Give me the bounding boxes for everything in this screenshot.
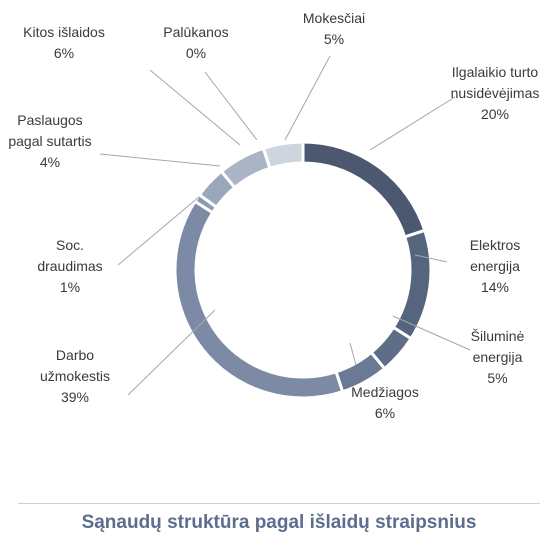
value-label: 39%	[60, 389, 90, 405]
title-rule	[18, 503, 540, 504]
value-label: 6%	[374, 405, 396, 421]
donut-slice	[391, 228, 433, 341]
value-label: 4%	[39, 154, 61, 170]
leader-line	[349, 342, 357, 366]
category-label: Ilgalaikio turto nusidėvėjimas	[450, 64, 540, 101]
leader-line	[369, 96, 456, 151]
category-label: Darbo užmokestis	[39, 347, 111, 384]
donut-slice	[301, 140, 427, 239]
leader-line	[117, 185, 213, 266]
category-label: Mokesčiai	[302, 10, 366, 26]
slice-label: Soc. draudimas 1%	[25, 235, 115, 298]
category-label: Palūkanos	[163, 24, 229, 40]
category-label: Kitos išlaidos	[23, 24, 105, 40]
slice-label: Palūkanos 0%	[150, 22, 242, 64]
leader-line	[284, 55, 331, 141]
leader-line	[149, 69, 241, 146]
donut-slice	[261, 140, 305, 171]
category-label: Paslaugos pagal sutartis	[8, 112, 92, 149]
leader-line	[414, 254, 448, 263]
value-label: 5%	[487, 370, 508, 386]
value-label: 14%	[480, 279, 510, 295]
slice-label: Darbo užmokestis 39%	[20, 345, 130, 408]
leader-line	[127, 309, 216, 396]
chart-title: Sąnaudų struktūra pagal išlaidų straipsn…	[81, 512, 477, 533]
value-label: 0%	[185, 45, 207, 61]
slice-label: Šiluminė energija 5%	[455, 326, 540, 389]
slice-label: Elektros energija 14%	[455, 235, 535, 298]
leader-line	[99, 153, 221, 167]
slice-label: Paslaugos pagal sutartis 4%	[5, 110, 95, 173]
slice-label: Mokesčiai 5%	[288, 8, 380, 50]
category-label: Soc. draudimas	[37, 237, 103, 274]
value-label: 1%	[59, 279, 81, 295]
value-label: 6%	[53, 45, 75, 61]
slice-label: Medžiagos 6%	[335, 382, 435, 424]
leader-line	[204, 71, 258, 141]
category-label: Medžiagos	[351, 384, 419, 400]
donut-slice	[219, 146, 272, 190]
value-label: 5%	[323, 31, 345, 47]
donut-slice	[173, 199, 345, 400]
value-label: 20%	[480, 106, 510, 122]
category-label: Šiluminė energija	[470, 328, 525, 365]
slice-label: Ilgalaikio turto nusidėvėjimas 20%	[425, 62, 558, 125]
category-label: Elektros energija	[469, 237, 521, 274]
leader-line	[392, 315, 471, 351]
slice-label: Kitos išlaidos 6%	[18, 22, 110, 64]
